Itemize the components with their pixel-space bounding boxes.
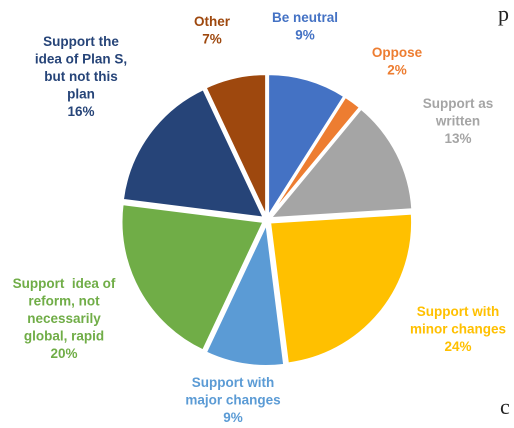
slice-label-line: necessarily: [27, 311, 101, 326]
slice-label-line: written: [435, 114, 480, 129]
slice-label-line: Oppose: [372, 45, 423, 60]
slice-label-line: major changes: [185, 393, 280, 408]
slice-label-line: minor changes: [410, 322, 506, 337]
slice-percent: 9%: [295, 28, 315, 43]
slice-label-line: Support idea of: [13, 276, 116, 291]
slice-label-line: reform, not: [28, 294, 100, 309]
slice-label-line: but not this: [44, 69, 117, 84]
pie-slice-other: [204, 73, 268, 217]
pie-slice-support-with-minor-changes: [268, 212, 414, 365]
slice-label-line: Other: [194, 14, 231, 29]
data-label-support-idea-of-reform-not-necessarily-global-rapid: Support idea of reform, not necessarily glo…: [13, 276, 116, 361]
pie-slice-support-idea-of-reform-not-necessarily-global-rapid: [120, 203, 265, 352]
slice-label-line: Support as: [423, 96, 494, 111]
slice-label-line: global, rapid: [24, 329, 104, 344]
pie-slice-support-as-written: [268, 107, 414, 220]
slice-label-line: Be neutral: [272, 10, 338, 25]
edge-text-bottom-right: c: [500, 394, 510, 419]
data-label-other: Other 7%: [194, 14, 231, 47]
slice-percent: 2%: [387, 63, 407, 78]
slice-label-line: idea of Plan S,: [35, 52, 127, 67]
pie-slice-be-neutral: [267, 73, 346, 220]
slice-percent: 20%: [50, 346, 77, 361]
slice-label-line: plan: [67, 87, 95, 102]
data-label-support-as-written: Support as written 13%: [423, 96, 494, 146]
slice-percent: 7%: [202, 32, 222, 47]
slice-percent: 24%: [444, 339, 471, 354]
pie-slice-support-the-idea-of-plan-s-but-not-this-plan: [121, 87, 266, 219]
pie-labels: Be neutral 9% Oppose 2% Support as written 13%…: [13, 10, 506, 425]
slice-label-line: Support with: [417, 304, 499, 319]
data-label-support-with-minor-changes: Support with minor changes 24%: [410, 304, 506, 354]
slice-percent: 16%: [67, 104, 94, 119]
slice-percent: 13%: [444, 131, 471, 146]
slice-label-line: Support the: [43, 34, 119, 49]
slice-percent: 9%: [223, 410, 243, 425]
slice-label-line: Support with: [192, 375, 274, 390]
data-label-support-the-idea-of-plan-s-but-not-this-plan: Support the idea of Plan S, but not this pl…: [35, 34, 127, 119]
data-label-support-with-major-changes: Support with major changes 9%: [185, 375, 280, 425]
data-label-be-neutral: Be neutral 9%: [272, 10, 338, 43]
data-label-oppose: Oppose 2%: [372, 45, 423, 78]
pie-slice-oppose: [268, 95, 362, 218]
pie-slice-support-with-major-changes: [204, 220, 286, 367]
pie-slices: [120, 73, 414, 367]
edge-text-top-right: p: [498, 1, 509, 26]
